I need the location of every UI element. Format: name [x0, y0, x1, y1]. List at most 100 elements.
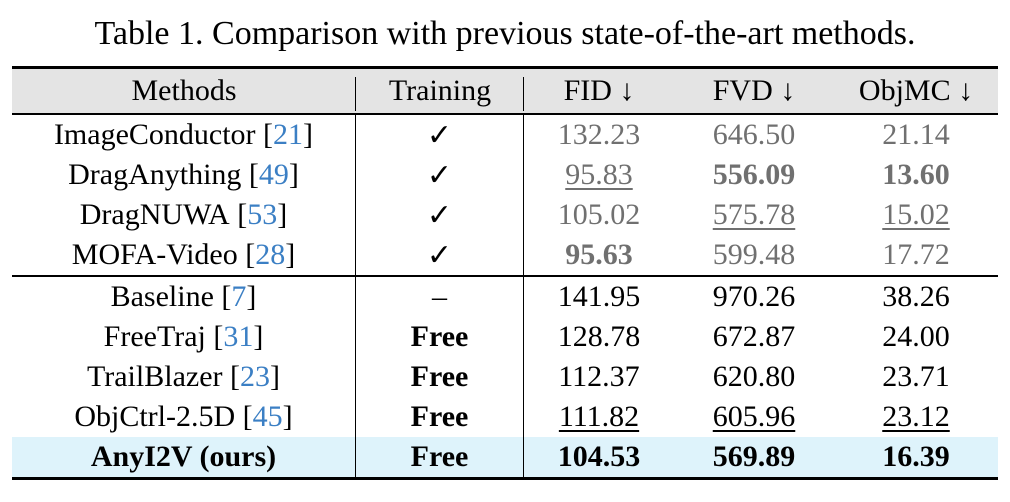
- training-cell: ✓: [356, 235, 524, 275]
- method-name: ImageConductor: [53, 118, 256, 151]
- method-name: DragAnything: [68, 158, 242, 191]
- fid-value: 95.83: [565, 158, 633, 191]
- fvd-value: 569.89: [712, 440, 796, 473]
- fvd-cell: 599.48: [674, 235, 834, 275]
- method-cell: DragAnything [49]: [12, 155, 356, 195]
- table-caption: Table 1. Comparison with previous state-…: [94, 15, 916, 52]
- header-methods: Methods: [12, 69, 356, 113]
- fid-value: 105.02: [557, 198, 641, 231]
- fid-cell: 132.23: [524, 115, 674, 155]
- objmc-value: 15.02: [882, 198, 950, 231]
- method-name: TrailBlazer: [86, 360, 223, 393]
- method-cell: ObjCtrl-2.5D [45]: [12, 397, 356, 437]
- fvd-value: 970.26: [712, 280, 796, 313]
- header-fid: FID ↓: [563, 74, 635, 107]
- header-rule: [12, 113, 998, 115]
- objmc-value: 24.00: [882, 320, 950, 353]
- fvd-value: 575.78: [712, 198, 796, 231]
- citation-link[interactable]: 31: [223, 320, 254, 353]
- method-name: ObjCtrl-2.5D: [74, 400, 236, 433]
- method-name: FreeTraj: [103, 320, 206, 353]
- method-cell: AnyI2V (ours): [12, 437, 356, 477]
- method-name: Baseline: [110, 280, 214, 313]
- training-cell: Free: [356, 437, 524, 477]
- citation-link[interactable]: 7: [231, 280, 247, 313]
- objmc-value: 21.14: [882, 118, 950, 151]
- objmc-cell: 24.00: [834, 317, 998, 357]
- fvd-value: 646.50: [712, 118, 796, 151]
- fid-cell: 104.53: [524, 437, 674, 477]
- objmc-value: 13.60: [882, 158, 950, 191]
- method-cell: Baseline [7]: [12, 277, 356, 317]
- fvd-cell: 970.26: [674, 277, 834, 317]
- objmc-cell: 38.26: [834, 277, 998, 317]
- fvd-cell: 646.50: [674, 115, 834, 155]
- fvd-value: 672.87: [712, 320, 796, 353]
- fid-cell: 111.82: [524, 397, 674, 437]
- training-cell: Free: [356, 357, 524, 397]
- method-cell: ImageConductor [21]: [12, 115, 356, 155]
- fvd-cell: 569.89: [674, 437, 834, 477]
- citation-link[interactable]: 28: [255, 238, 286, 271]
- fid-cell: 112.37: [524, 357, 674, 397]
- training-cell: Free: [356, 397, 524, 437]
- fvd-cell: 556.09: [674, 155, 834, 195]
- objmc-value: 16.39: [882, 440, 950, 473]
- table-row: MOFA-Video [28] ✓ 95.63 599.48 17.72: [12, 235, 998, 275]
- fid-value: 95.63: [565, 238, 633, 271]
- citation-link[interactable]: 21: [273, 118, 304, 151]
- header-row: Methods Training FID ↓ FVD ↓ ObjMC ↓: [12, 69, 998, 113]
- bottom-rule: [12, 477, 998, 480]
- method-cell: TrailBlazer [23]: [12, 357, 356, 397]
- training-cell: ✓: [356, 195, 524, 235]
- table-row: Baseline [7] – 141.95 970.26 38.26: [12, 277, 998, 317]
- training-cell: Free: [356, 317, 524, 357]
- fid-value: 112.37: [558, 360, 640, 393]
- fid-cell: 105.02: [524, 195, 674, 235]
- comparison-table: Methods Training FID ↓ FVD ↓ ObjMC ↓ Ima…: [12, 66, 998, 480]
- table-row: ImageConductor [21] ✓ 132.23 646.50 21.1…: [12, 115, 998, 155]
- header-training: Training: [356, 69, 524, 113]
- objmc-cell: 23.12: [834, 397, 998, 437]
- objmc-cell: 23.71: [834, 357, 998, 397]
- training-cell: ✓: [356, 115, 524, 155]
- citation-link[interactable]: 53: [247, 198, 278, 231]
- fvd-value: 556.09: [712, 158, 796, 191]
- fid-value: 128.78: [557, 320, 641, 353]
- table-row: FreeTraj [31] Free 128.78 672.87 24.00: [12, 317, 998, 357]
- table-row: TrailBlazer [23] Free 112.37 620.80 23.7…: [12, 357, 998, 397]
- method-cell: DragNUWA [53]: [12, 195, 356, 235]
- table-row: DragAnything [49] ✓ 95.83 556.09 13.60: [12, 155, 998, 195]
- highlighted-row: AnyI2V (ours) Free 104.53 569.89 16.39: [12, 437, 998, 477]
- fvd-cell: 672.87: [674, 317, 834, 357]
- objmc-cell: 16.39: [834, 437, 998, 477]
- header-objmc: ObjMC ↓: [858, 74, 974, 107]
- citation-link[interactable]: 23: [240, 360, 271, 393]
- fid-value: 132.23: [557, 118, 641, 151]
- objmc-cell: 15.02: [834, 195, 998, 235]
- training-cell: –: [356, 277, 524, 317]
- objmc-value: 38.26: [882, 280, 950, 313]
- citation-link[interactable]: 49: [258, 158, 289, 191]
- fid-cell: 95.83: [524, 155, 674, 195]
- fid-cell: 128.78: [524, 317, 674, 357]
- fvd-value: 599.48: [712, 238, 796, 271]
- objmc-value: 23.12: [882, 400, 950, 433]
- fid-value: 141.95: [557, 280, 641, 313]
- table-row: ObjCtrl-2.5D [45] Free 111.82 605.96 23.…: [12, 397, 998, 437]
- fid-cell: 141.95: [524, 277, 674, 317]
- objmc-cell: 13.60: [834, 155, 998, 195]
- group-rule: [12, 275, 998, 277]
- method-name: MOFA-Video: [71, 238, 238, 271]
- fvd-value: 620.80: [712, 360, 796, 393]
- fvd-cell: 575.78: [674, 195, 834, 235]
- objmc-cell: 17.72: [834, 235, 998, 275]
- fvd-cell: 620.80: [674, 357, 834, 397]
- method-cell: MOFA-Video [28]: [12, 235, 356, 275]
- objmc-value: 17.72: [882, 238, 950, 271]
- training-cell: ✓: [356, 155, 524, 195]
- citation-link[interactable]: 45: [252, 400, 283, 433]
- objmc-cell: 21.14: [834, 115, 998, 155]
- fid-value: 111.82: [558, 400, 640, 433]
- objmc-value: 23.71: [882, 360, 950, 393]
